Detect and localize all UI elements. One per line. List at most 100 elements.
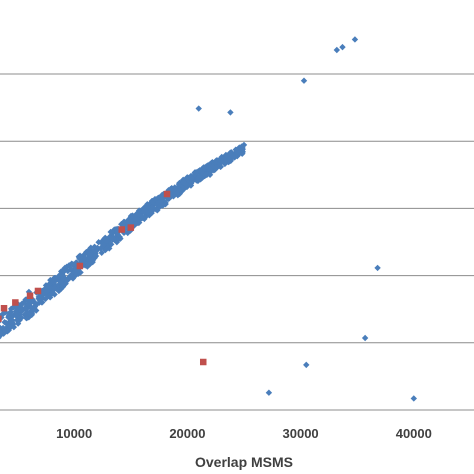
data-point	[163, 190, 171, 198]
data-point	[119, 220, 127, 228]
data-point	[265, 389, 273, 396]
data-point	[142, 204, 149, 211]
data-point	[188, 174, 195, 181]
data-point	[0, 315, 2, 323]
data-point	[133, 220, 140, 227]
data-point	[86, 258, 93, 265]
data-point	[51, 281, 58, 288]
data-point	[76, 262, 84, 270]
data-point	[102, 243, 110, 250]
data-point	[154, 207, 161, 214]
data-point	[236, 145, 243, 153]
x-tick-label: 30000	[283, 426, 319, 441]
data-point	[227, 109, 234, 116]
data-point	[333, 46, 341, 54]
data-point	[83, 248, 90, 256]
data-point	[374, 264, 381, 272]
data-point	[10, 323, 18, 331]
data-point	[100, 241, 107, 249]
data-point	[72, 271, 80, 279]
data-point	[50, 278, 57, 286]
data-point	[361, 334, 369, 342]
data-point	[26, 292, 34, 300]
data-point	[0, 304, 8, 312]
data-point	[52, 275, 60, 283]
data-point	[110, 235, 118, 243]
data-point	[60, 275, 67, 282]
x-axis-title: Overlap MSMS	[195, 454, 293, 470]
data-point	[95, 238, 102, 246]
data-point	[12, 299, 19, 306]
data-point	[195, 176, 202, 184]
data-point	[183, 182, 190, 189]
data-point	[196, 167, 203, 174]
data-point	[127, 217, 134, 225]
data-point	[42, 285, 49, 292]
data-point	[199, 358, 207, 366]
data-point	[191, 170, 199, 177]
series-blue	[0, 36, 417, 402]
data-point	[303, 361, 310, 369]
data-point	[98, 249, 105, 256]
data-point	[18, 307, 26, 315]
data-point	[9, 313, 16, 320]
data-point	[234, 147, 241, 155]
data-point	[33, 307, 40, 314]
x-tick-label: 20000	[169, 426, 205, 441]
data-point	[69, 261, 77, 268]
data-point	[229, 153, 237, 160]
data-point	[129, 212, 136, 219]
data-point	[237, 149, 245, 156]
data-point	[114, 231, 122, 238]
data-point	[13, 316, 21, 324]
data-point	[102, 246, 109, 254]
data-point	[198, 169, 206, 177]
data-point	[64, 267, 72, 275]
data-point	[206, 165, 214, 173]
data-point	[173, 190, 181, 197]
data-point	[28, 311, 36, 318]
data-point	[85, 261, 93, 268]
data-point	[206, 171, 214, 178]
data-point	[0, 324, 7, 332]
data-point	[200, 164, 208, 171]
data-point	[226, 156, 234, 163]
data-point	[226, 150, 233, 157]
data-point	[14, 320, 22, 327]
data-point	[55, 287, 63, 295]
data-point	[0, 336, 2, 340]
data-point	[76, 254, 83, 261]
data-point	[81, 254, 88, 261]
data-point	[92, 252, 100, 260]
data-point	[94, 244, 101, 252]
data-point	[195, 105, 202, 112]
data-point	[59, 281, 66, 289]
data-point	[2, 319, 10, 327]
data-point	[64, 275, 71, 283]
data-point	[410, 395, 417, 402]
data-point	[112, 225, 120, 233]
data-point	[300, 77, 308, 84]
data-point	[39, 299, 46, 306]
x-axis-ticks: 100002000030000400005000	[56, 426, 432, 441]
data-point	[32, 302, 39, 309]
data-point	[86, 251, 93, 258]
data-point	[182, 180, 189, 187]
data-point	[12, 308, 19, 315]
data-point	[59, 267, 67, 274]
data-point	[91, 247, 98, 255]
data-point	[183, 175, 190, 182]
data-point	[223, 152, 231, 160]
data-point	[118, 226, 125, 233]
data-point	[9, 319, 16, 326]
data-point	[159, 202, 167, 209]
data-point	[48, 290, 55, 298]
gridlines	[0, 73, 474, 411]
data-point	[0, 329, 4, 336]
data-point	[149, 203, 156, 211]
data-point	[140, 206, 148, 213]
data-point	[151, 195, 159, 203]
data-point	[107, 228, 114, 236]
data-point	[91, 243, 98, 250]
